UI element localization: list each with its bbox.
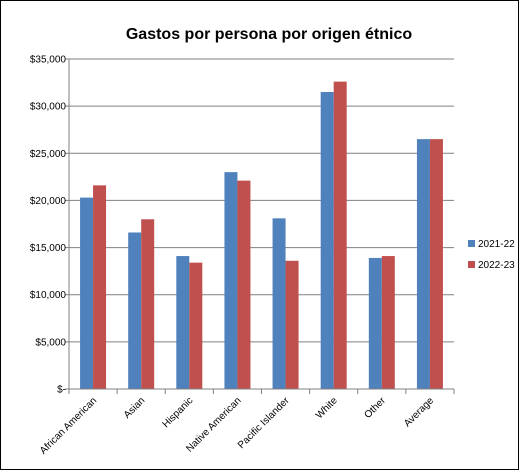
bar-2022-23-native-american — [237, 180, 251, 389]
bar-2021-22-asian — [128, 232, 142, 389]
bar-2021-22-white — [320, 92, 334, 389]
legend: 2021-22 2022-23 — [468, 239, 515, 271]
x-tick-label: Other — [362, 395, 388, 421]
y-axis: $- $5,000 $10,000 $15,000 $20,000 $25,000 $30,… — [30, 55, 70, 396]
x-tick-label: African American — [38, 395, 99, 456]
bar-2021-22-native-american — [224, 172, 238, 389]
bar-2022-23-other — [381, 256, 395, 389]
bar-2021-22-average — [416, 139, 430, 389]
y-tick-label: $20,000 — [30, 196, 67, 207]
bars — [80, 81, 443, 389]
x-tick-label: Hispanic — [161, 395, 196, 430]
bar-2022-23-hispanic — [189, 262, 203, 389]
y-tick-label: $25,000 — [30, 149, 67, 160]
legend-label: 2022-23 — [478, 260, 515, 271]
bar-2021-22-hispanic — [176, 256, 190, 389]
y-tick-label: $- — [57, 385, 66, 396]
bar-2022-23-asian — [141, 219, 155, 389]
legend-label: 2021-22 — [478, 239, 515, 250]
x-tick-label: Asian — [122, 395, 147, 420]
chart-title: Gastos por persona por origen étnico — [126, 26, 412, 43]
y-tick-label: $10,000 — [30, 290, 67, 301]
gridlines — [69, 58, 454, 390]
x-tick-label: White — [314, 395, 340, 421]
y-tick-label: $30,000 — [30, 102, 67, 113]
legend-swatch-2021-22 — [468, 240, 475, 247]
y-tick-label: $15,000 — [30, 243, 67, 254]
bar-2021-22-african-american — [80, 197, 94, 389]
y-tick-label: $35,000 — [30, 55, 67, 66]
bar-2021-22-pacific-islander — [272, 218, 286, 389]
y-tick-label: $5,000 — [35, 337, 66, 348]
legend-swatch-2022-23 — [468, 261, 475, 268]
bar-2022-23-white — [333, 81, 347, 389]
x-tick-label: Pacific Islander — [236, 395, 292, 451]
bar-2022-23-average — [429, 139, 443, 389]
bar-2021-22-other — [368, 257, 382, 389]
x-tick-label: Average — [402, 395, 436, 429]
bar-2022-23-african-american — [93, 185, 107, 389]
bar-2022-23-pacific-islander — [285, 260, 299, 389]
